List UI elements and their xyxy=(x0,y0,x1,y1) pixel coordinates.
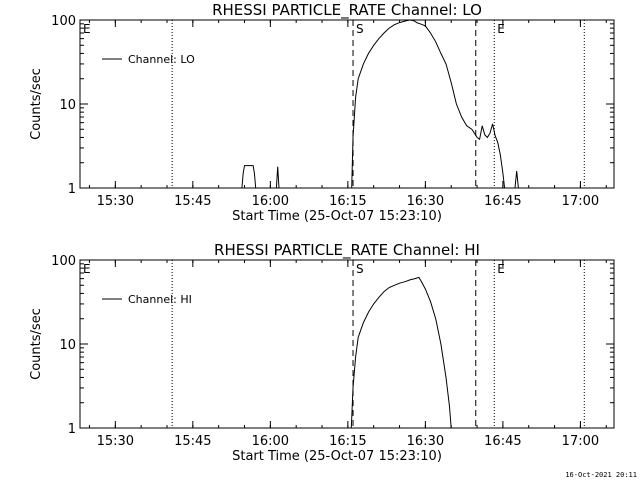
y-tick-label: 1 xyxy=(68,422,76,437)
x-tick-label: 17:00 xyxy=(562,194,599,209)
x-tick-label: 15:30 xyxy=(97,194,134,209)
x-tick-label: 16:15 xyxy=(329,194,366,209)
y-axis-label: Counts/sec xyxy=(29,308,44,380)
y-axis-label: Counts/sec xyxy=(29,68,44,140)
plot-frame xyxy=(79,259,615,429)
x-tick-label: 15:45 xyxy=(174,194,211,209)
series-line-segment-1 xyxy=(241,165,257,189)
x-axis-label: Start Time (25-Oct-07 15:23:10) xyxy=(232,449,442,464)
x-tick-label: 15:45 xyxy=(174,434,211,449)
x-tick-label: 16:45 xyxy=(484,194,521,209)
x-tick-label: 16:00 xyxy=(252,194,289,209)
event-marker-label: E xyxy=(497,22,505,36)
x-tick-label: 17:00 xyxy=(562,434,599,449)
x-tick-label: 16:30 xyxy=(407,434,444,449)
chart-panel-1: RHESSI PARTICLE_RATE Channel: LO 15:30 15:… xyxy=(29,1,615,224)
y-tick-label: 10 xyxy=(59,98,76,113)
x-tick-label: 15:30 xyxy=(97,434,134,449)
series-line-segment-1 xyxy=(350,276,452,429)
chart-title: RHESSI PARTICLE_RATE Channel: LO xyxy=(212,1,482,20)
x-axis-label: Start Time (25-Oct-07 15:23:10) xyxy=(232,209,442,224)
series-line-segment-3 xyxy=(351,19,506,189)
event-marker-label: S xyxy=(356,262,364,276)
x-tick-label: 16:00 xyxy=(252,434,289,449)
series-line-segment-2 xyxy=(275,166,280,189)
series-line-segment-4 xyxy=(514,170,519,189)
y-tick-label: 10 xyxy=(59,338,76,353)
chart-title: RHESSI PARTICLE_RATE Channel: HI xyxy=(214,241,480,260)
legend-label: Channel: LO xyxy=(128,53,195,66)
legend-label: Channel: HI xyxy=(128,293,192,306)
event-marker-label: S xyxy=(356,22,364,36)
x-tick-label: 16:45 xyxy=(484,434,521,449)
chart-panel-2: RHESSI PARTICLE_RATE Channel: HI 15:30 15:… xyxy=(29,241,615,464)
x-tick-label: 16:15 xyxy=(329,434,366,449)
event-marker-label: E xyxy=(497,262,505,276)
y-tick-label: 100 xyxy=(51,254,76,269)
y-tick-label: 100 xyxy=(51,14,76,29)
plot-timestamp: 16-Oct-2021 20:11 xyxy=(565,471,637,479)
plot-frame xyxy=(79,19,615,189)
y-tick-label: 1 xyxy=(68,182,76,197)
event-marker-label: E xyxy=(83,22,91,36)
x-tick-label: 16:30 xyxy=(407,194,444,209)
event-marker-label: E xyxy=(83,262,91,276)
